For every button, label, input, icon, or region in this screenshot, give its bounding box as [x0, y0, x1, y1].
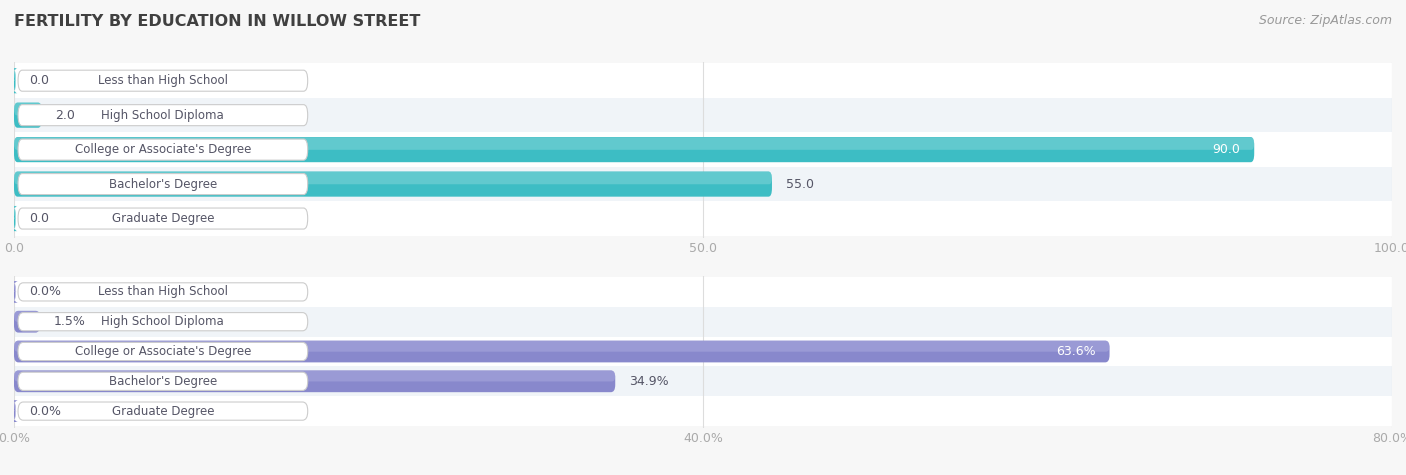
FancyBboxPatch shape — [14, 277, 1392, 307]
Text: 0.0%: 0.0% — [30, 285, 62, 298]
FancyBboxPatch shape — [14, 137, 1254, 162]
FancyBboxPatch shape — [18, 283, 308, 301]
Text: High School Diploma: High School Diploma — [101, 109, 224, 122]
FancyBboxPatch shape — [14, 341, 1109, 362]
Text: 90.0: 90.0 — [1212, 143, 1240, 156]
Text: 0.0: 0.0 — [30, 212, 49, 225]
FancyBboxPatch shape — [14, 370, 616, 381]
Text: College or Associate's Degree: College or Associate's Degree — [75, 345, 252, 358]
FancyBboxPatch shape — [14, 337, 1392, 366]
FancyBboxPatch shape — [14, 311, 39, 332]
FancyBboxPatch shape — [11, 400, 18, 422]
FancyBboxPatch shape — [18, 208, 308, 229]
FancyBboxPatch shape — [13, 206, 17, 219]
Text: Less than High School: Less than High School — [98, 285, 228, 298]
FancyBboxPatch shape — [18, 139, 308, 160]
Text: 55.0: 55.0 — [786, 178, 814, 190]
Text: College or Associate's Degree: College or Associate's Degree — [75, 143, 252, 156]
FancyBboxPatch shape — [18, 313, 308, 331]
FancyBboxPatch shape — [14, 98, 1392, 133]
Text: Source: ZipAtlas.com: Source: ZipAtlas.com — [1258, 14, 1392, 27]
Text: 34.9%: 34.9% — [628, 375, 669, 388]
FancyBboxPatch shape — [18, 173, 308, 195]
FancyBboxPatch shape — [13, 68, 17, 81]
FancyBboxPatch shape — [11, 281, 18, 303]
FancyBboxPatch shape — [14, 307, 1392, 337]
FancyBboxPatch shape — [14, 311, 39, 322]
FancyBboxPatch shape — [14, 171, 772, 197]
FancyBboxPatch shape — [13, 400, 17, 411]
FancyBboxPatch shape — [14, 103, 42, 115]
FancyBboxPatch shape — [18, 372, 308, 390]
FancyBboxPatch shape — [14, 172, 772, 184]
Text: Graduate Degree: Graduate Degree — [111, 405, 214, 418]
FancyBboxPatch shape — [14, 103, 42, 128]
FancyBboxPatch shape — [14, 370, 616, 392]
Text: Graduate Degree: Graduate Degree — [111, 212, 214, 225]
Text: Bachelor's Degree: Bachelor's Degree — [108, 375, 217, 388]
Text: 63.6%: 63.6% — [1056, 345, 1095, 358]
Text: 2.0: 2.0 — [55, 109, 76, 122]
Text: FERTILITY BY EDUCATION IN WILLOW STREET: FERTILITY BY EDUCATION IN WILLOW STREET — [14, 14, 420, 29]
FancyBboxPatch shape — [14, 396, 1392, 426]
FancyBboxPatch shape — [14, 167, 1392, 201]
Text: Bachelor's Degree: Bachelor's Degree — [108, 178, 217, 190]
FancyBboxPatch shape — [18, 402, 308, 420]
FancyBboxPatch shape — [14, 133, 1392, 167]
FancyBboxPatch shape — [13, 68, 17, 93]
FancyBboxPatch shape — [18, 70, 308, 91]
FancyBboxPatch shape — [18, 104, 308, 126]
Text: 0.0: 0.0 — [30, 74, 49, 87]
FancyBboxPatch shape — [13, 206, 17, 231]
FancyBboxPatch shape — [13, 281, 17, 292]
FancyBboxPatch shape — [18, 342, 308, 361]
FancyBboxPatch shape — [14, 341, 1109, 352]
FancyBboxPatch shape — [14, 137, 1254, 150]
Text: 0.0%: 0.0% — [30, 405, 62, 418]
FancyBboxPatch shape — [14, 64, 1392, 98]
FancyBboxPatch shape — [14, 366, 1392, 396]
Text: Less than High School: Less than High School — [98, 74, 228, 87]
FancyBboxPatch shape — [14, 201, 1392, 236]
Text: High School Diploma: High School Diploma — [101, 315, 224, 328]
Text: 1.5%: 1.5% — [53, 315, 86, 328]
